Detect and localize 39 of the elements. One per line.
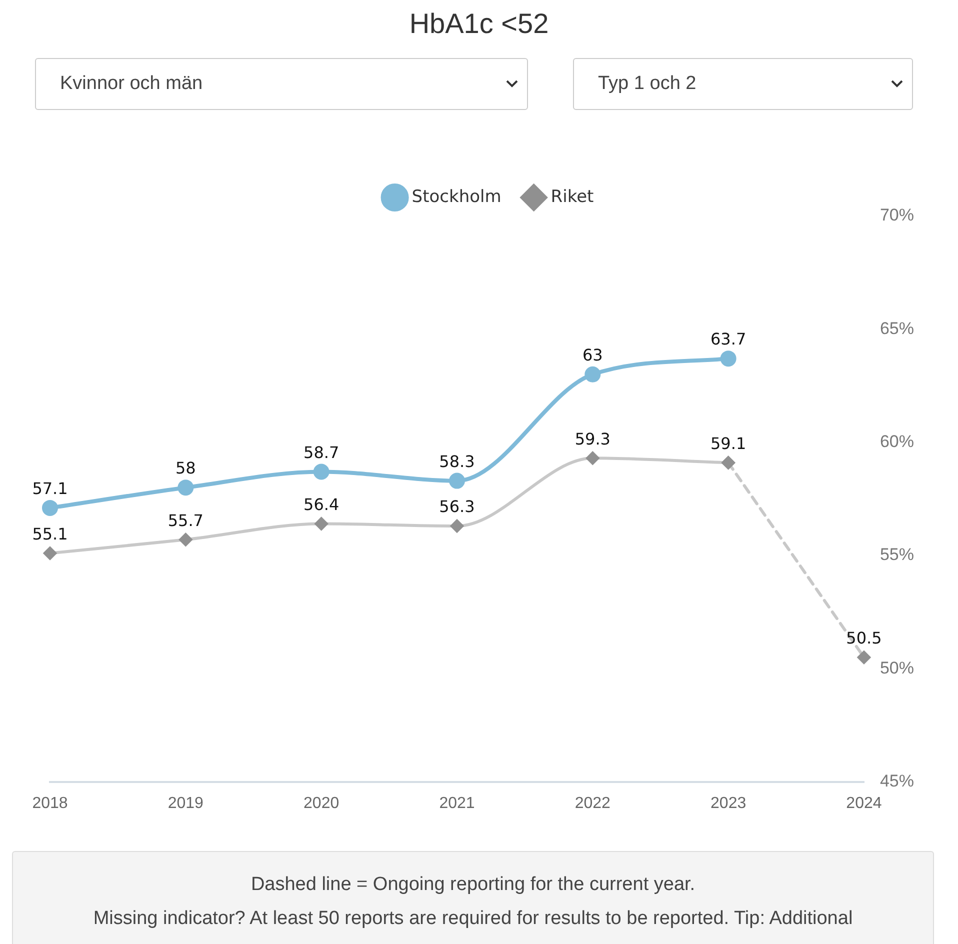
data-label: 55.7 — [168, 510, 204, 530]
point — [584, 366, 601, 382]
data-label: 55.1 — [32, 524, 68, 544]
legend-label: Riket — [550, 186, 594, 207]
x-tick-label: 2023 — [710, 794, 746, 812]
dropdown[interactable]: Kvinnor och män — [35, 58, 528, 110]
x-tick-label: 2018 — [32, 794, 68, 812]
point — [313, 464, 330, 480]
data-label: 58.7 — [304, 442, 340, 462]
data-label: 59.3 — [574, 429, 610, 448]
data-label: 58.3 — [439, 452, 475, 471]
x-tick-label: 2020 — [304, 794, 340, 812]
y-tick-label: 65% — [880, 318, 914, 338]
data-label: 56.4 — [304, 494, 340, 514]
point — [42, 500, 58, 516]
data-label: 56.3 — [439, 497, 475, 516]
text: Missing indicator? At least 50 reports are required for results to be reported. Tip: Additional — [92, 907, 854, 931]
y-tick-label: 70% — [880, 206, 914, 225]
x-tick-label: 2021 — [439, 794, 475, 812]
data-label: 63.7 — [710, 330, 746, 349]
data-label: 63 — [582, 346, 603, 365]
y-tick-label: 50% — [880, 658, 914, 678]
y-tick-label: 60% — [880, 432, 914, 452]
y-tick-label: 55% — [880, 545, 914, 564]
data-label: 58 — [175, 458, 196, 478]
chart-title: HbA1c <52 — [408, 8, 550, 40]
legend-label: Stockholm — [412, 186, 502, 207]
point — [178, 480, 194, 496]
y-tick-label: 45% — [880, 771, 914, 790]
dropdown[interactable]: Typ 1 och 2 — [573, 58, 913, 110]
point — [720, 350, 736, 367]
point — [448, 472, 465, 489]
x-tick-label: 2022 — [574, 794, 611, 812]
x-tick-label: 2024 — [846, 794, 882, 812]
data-label: 59.1 — [710, 434, 746, 453]
data-label: 50.5 — [846, 628, 882, 648]
text: Dashed line = Ongoing reporting for the current year. — [250, 873, 696, 897]
data-label: 57.1 — [32, 479, 68, 498]
x-tick-label: 2019 — [168, 794, 204, 812]
